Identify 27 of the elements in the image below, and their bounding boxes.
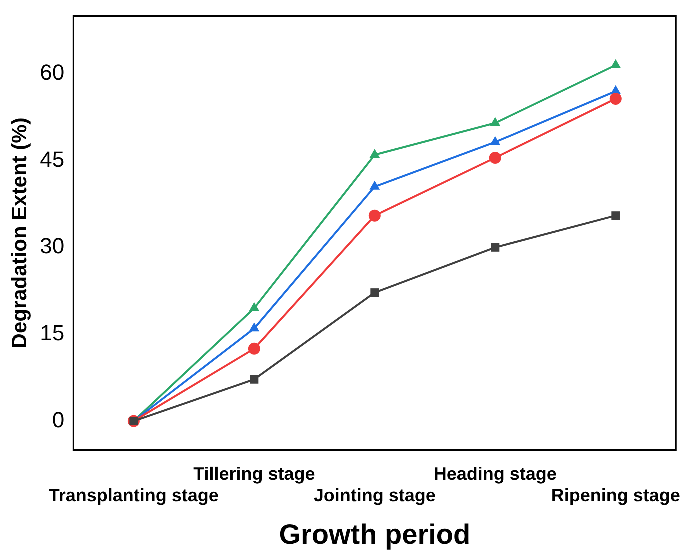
point — [250, 375, 259, 384]
point — [249, 302, 260, 312]
y-tick-label: 0 — [52, 407, 65, 432]
x-axis-title: Growth period — [279, 518, 471, 550]
point — [370, 288, 380, 298]
x-tick-label: Transplanting stage — [48, 486, 219, 506]
point — [249, 322, 260, 332]
y-tick-label: 30 — [40, 234, 65, 259]
point — [368, 210, 381, 222]
point — [370, 180, 380, 190]
y-tick-label: 15 — [40, 320, 65, 346]
y-tick-label: 60 — [40, 60, 65, 86]
point — [370, 149, 380, 158]
point — [610, 92, 622, 105]
y-tick-label: 45 — [40, 146, 65, 172]
x-tick-label: Jointing stage — [314, 486, 436, 506]
x-tick-label: Heading stage — [434, 464, 557, 484]
point — [490, 117, 501, 126]
x-tick-label: Tillering stage — [194, 464, 316, 484]
point — [491, 243, 500, 252]
point — [489, 152, 502, 164]
y-axis-title: Degradation Extent (%) — [8, 118, 32, 349]
point — [490, 136, 501, 146]
point — [248, 342, 260, 355]
x-tick-label: Ripening stage — [551, 486, 680, 506]
point — [612, 212, 620, 220]
point — [610, 59, 622, 68]
